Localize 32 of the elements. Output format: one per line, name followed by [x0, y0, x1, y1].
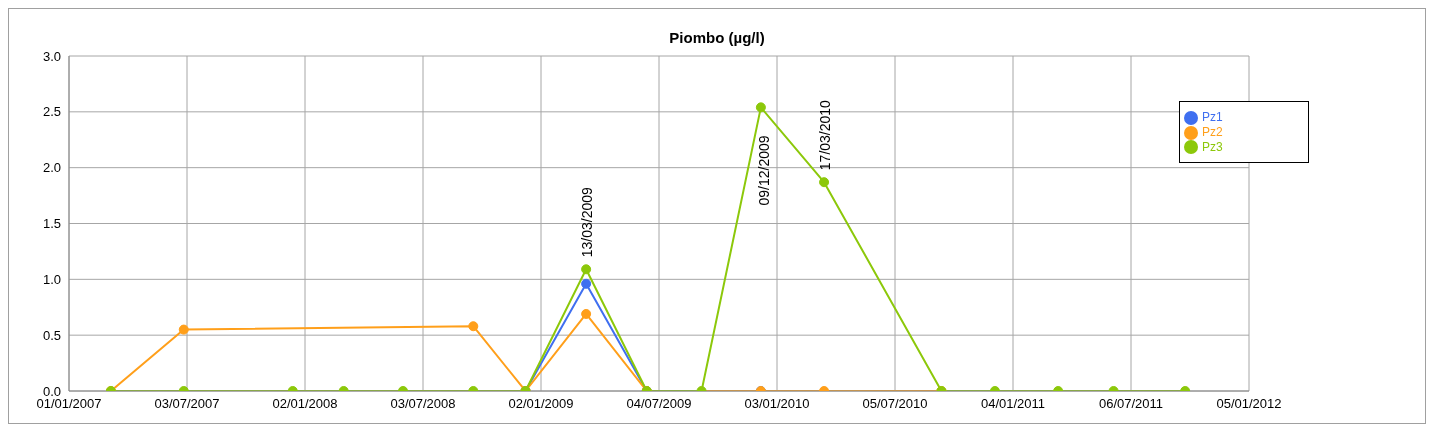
point — [581, 308, 592, 319]
annotation: 09/12/2009 — [755, 135, 772, 206]
x-tick-label: 05/07/2010 — [862, 396, 928, 412]
y-tick-label: 3.0 — [42, 48, 61, 64]
legend-label: Pz3 — [1202, 139, 1223, 154]
point — [755, 102, 766, 113]
x-tick-label: 04/07/2009 — [626, 396, 692, 412]
chart-title: Piombo (µg/l) — [668, 29, 766, 46]
x-tick-label: 01/01/2007 — [36, 396, 102, 412]
point — [819, 177, 830, 188]
x-tick-label: 06/07/2011 — [1098, 396, 1164, 412]
y-tick-label: 2.0 — [42, 160, 61, 176]
x-tick-label: 04/01/2011 — [980, 396, 1046, 412]
y-tick-label: 1.5 — [42, 216, 61, 232]
x-tick-label: 05/01/2012 — [1216, 396, 1282, 412]
x-tick-label: 02/01/2009 — [508, 396, 574, 412]
annotation: 17/03/2010 — [817, 99, 834, 171]
x-tick-label: 03/07/2008 — [390, 396, 456, 412]
y-tick-label: 1.0 — [42, 271, 61, 287]
x-tick-label: 03/01/2010 — [744, 396, 810, 412]
annotation: 13/03/2009 — [579, 187, 596, 258]
point — [178, 324, 189, 335]
y-tick-label: 2.5 — [42, 104, 61, 120]
point — [468, 321, 479, 332]
x-tick-label: 03/07/2007 — [154, 396, 220, 412]
y-tick-label: 0.5 — [42, 327, 61, 343]
point — [581, 278, 592, 289]
x-tick-label: 02/01/2008 — [272, 396, 338, 412]
point — [581, 264, 592, 275]
legend-label: Pz1 — [1202, 110, 1223, 124]
legend-label: Pz2 — [1202, 124, 1223, 139]
y-tick-label: 0.0 — [42, 383, 61, 399]
